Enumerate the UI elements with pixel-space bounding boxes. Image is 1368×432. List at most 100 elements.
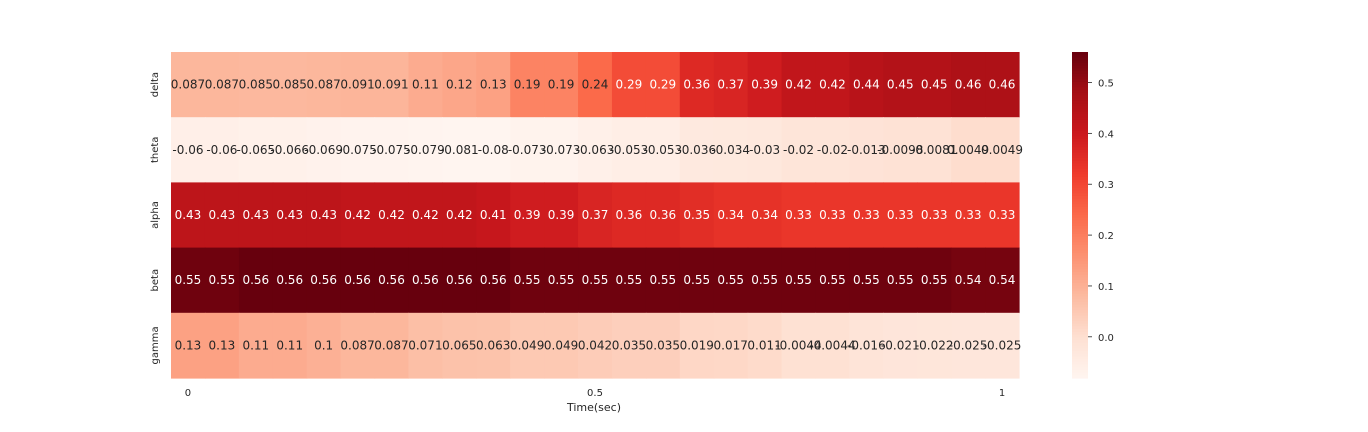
heatmap-cell (510, 247, 545, 314)
heatmap-cell (272, 182, 308, 249)
colorbar-segment (1072, 261, 1088, 265)
colorbar-segment (1072, 136, 1088, 140)
heatmap-cell-value: 0.29 (616, 78, 643, 92)
heatmap-cell (883, 247, 918, 314)
heatmap-cell (815, 117, 850, 183)
heatmap-cell (272, 117, 308, 183)
heatmap-cell-value: 0.13 (209, 338, 236, 352)
heatmap-cell-value: 0.091 (340, 78, 374, 92)
heatmap-cell-value: 0.42 (785, 78, 812, 92)
heatmap-cell-value: 0.11 (412, 78, 439, 92)
y-axis-labels: delta theta alpha beta gamma (150, 72, 161, 365)
heatmap-cell-value: 0.29 (649, 78, 676, 92)
heatmap-cell-value: 0.33 (819, 208, 846, 222)
heatmap-cell-value: 0.12 (446, 78, 473, 92)
colorbar-segment (1072, 174, 1088, 178)
heatmap-cell (747, 182, 783, 249)
heatmap-cell-value: -0.073 (542, 143, 581, 157)
heatmap-cell-value: 0.43 (276, 208, 303, 222)
heatmap-cell (645, 182, 681, 249)
heatmap-cell (985, 312, 1020, 379)
heatmap-cell (611, 182, 647, 249)
heatmap-cell (171, 312, 206, 379)
heatmap-cell (985, 117, 1020, 183)
colorbar-segment (1072, 318, 1088, 322)
colorbar-segment (1072, 163, 1088, 167)
colorbar-segment (1072, 326, 1088, 330)
colorbar-segment (1072, 239, 1088, 243)
colorbar-segment (1072, 60, 1088, 64)
colorbar-tick-label: 0.4 (1098, 129, 1114, 140)
colorbar-segment (1072, 217, 1088, 222)
heatmap-cell (442, 117, 477, 183)
colorbar-segment (1072, 144, 1088, 148)
colorbar-segment (1072, 358, 1088, 363)
heatmap-cell-value: 0.085 (273, 78, 307, 92)
heatmap-cell-value: 0.065 (442, 338, 476, 352)
heatmap-cell-value: 0.55 (175, 273, 202, 287)
heatmap-cell (476, 117, 511, 183)
heatmap-cell-value: -0.0044 (775, 338, 821, 352)
heatmap-cell (171, 247, 206, 314)
colorbar-segment (1072, 234, 1088, 238)
colorbar-segment (1072, 155, 1088, 159)
heatmap-cell-value: 0.049 (544, 338, 578, 352)
heatmap-cell-value: 0.54 (989, 273, 1016, 287)
colorbar-segment (1072, 329, 1088, 333)
heatmap-cell-value: 0.55 (548, 273, 575, 287)
heatmap-cell-value: 0.36 (649, 208, 676, 222)
colorbar-segment (1072, 293, 1088, 298)
colorbar-segment (1072, 364, 1088, 368)
heatmap-cell (611, 52, 647, 118)
heatmap-cell-value: 0.33 (955, 208, 982, 222)
colorbar-segment (1072, 98, 1088, 102)
heatmap-cell (408, 247, 443, 314)
heatmap-cell (883, 117, 918, 183)
colorbar-segment (1072, 198, 1088, 203)
heatmap-cell (951, 117, 986, 183)
heatmap-cell-value: 0.11 (276, 338, 303, 352)
colorbar-segment (1072, 141, 1088, 145)
heatmap-cell (306, 117, 342, 183)
colorbar-segment (1072, 206, 1088, 211)
heatmap-cell-value: 0.56 (276, 273, 303, 287)
heatmap-cell-value: -0.081 (440, 143, 479, 157)
colorbar-segment (1072, 190, 1088, 194)
heatmap-cell (747, 117, 783, 183)
colorbar-segment (1072, 195, 1088, 200)
heatmap-cell (408, 312, 443, 379)
colorbar-segment (1072, 168, 1088, 173)
colorbar-segment (1072, 369, 1088, 374)
colorbar-segment (1072, 147, 1088, 151)
heatmap-cell-value: 0.44 (853, 78, 880, 92)
heatmap-cell-value: 0.56 (344, 273, 371, 287)
heatmap-cell-value: 0.37 (582, 208, 609, 222)
heatmap-cell (544, 52, 579, 118)
colorbar-segment (1072, 187, 1088, 192)
heatmap-cell (611, 247, 647, 314)
heatmap-cell-value: 0.55 (785, 273, 812, 287)
heatmap-cell (645, 52, 681, 118)
y-tick-label: beta (150, 269, 161, 292)
colorbar-segment (1072, 160, 1088, 164)
heatmap-cell (204, 312, 240, 379)
heatmap-cell-value: -0.02 (783, 143, 814, 157)
heatmap-cell (951, 52, 986, 118)
heatmap-cell (374, 182, 410, 249)
heatmap-cell-value: 0.55 (209, 273, 236, 287)
heatmap-cell (171, 117, 206, 183)
heatmap-cell (815, 182, 850, 249)
heatmap-cell (815, 312, 850, 379)
heatmap-cell (883, 182, 918, 249)
heatmap-cell-value: 0.071 (408, 338, 442, 352)
heatmap-cell (578, 117, 613, 183)
colorbar-segment (1072, 54, 1088, 59)
colorbar-segment (1072, 76, 1088, 80)
heatmap-cell (476, 312, 511, 379)
heatmap-cell-value: 0.11 (242, 338, 269, 352)
heatmap-cell-value: 0.042 (578, 338, 612, 352)
heatmap-cell (204, 52, 240, 118)
heatmap-cell (883, 52, 918, 118)
heatmap-cell-value: 0.42 (446, 208, 473, 222)
colorbar-segment (1072, 130, 1088, 135)
